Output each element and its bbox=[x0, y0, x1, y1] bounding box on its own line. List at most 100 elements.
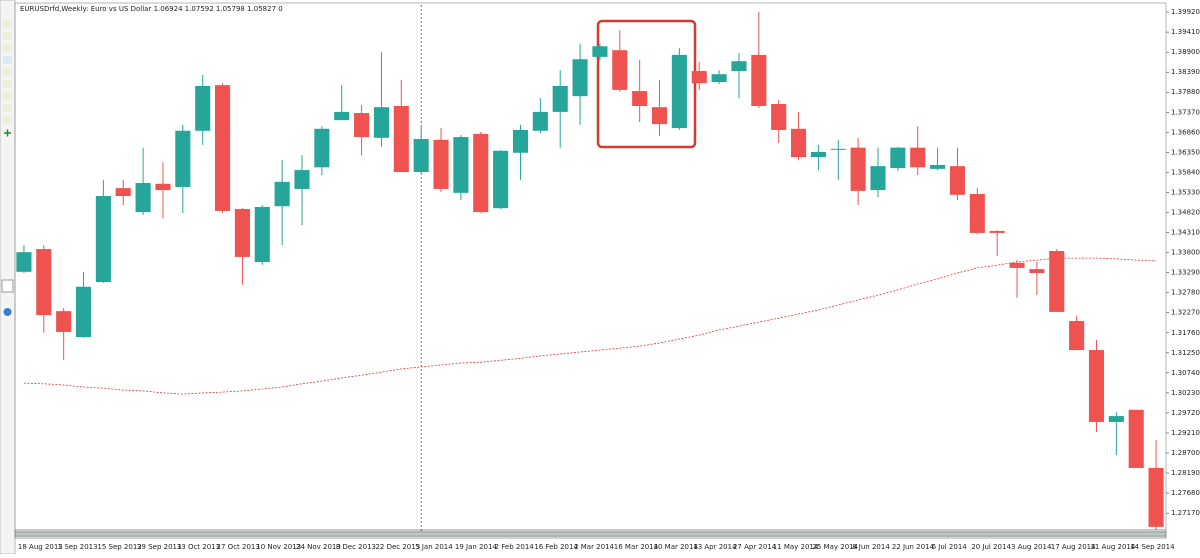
tool-icon[interactable] bbox=[3, 116, 12, 124]
x-tick-label: 14 Sep 2014 bbox=[1130, 543, 1175, 551]
candle-body bbox=[36, 249, 52, 316]
candle-body bbox=[552, 85, 568, 112]
candle-body bbox=[294, 170, 310, 189]
candle-body bbox=[1029, 269, 1045, 274]
x-tick-label: 24 Nov 2013 bbox=[296, 543, 341, 551]
candle-body bbox=[1009, 262, 1025, 268]
y-tick-label: 1.35840 bbox=[1171, 168, 1200, 176]
candle-body bbox=[195, 85, 211, 131]
y-tick-label: 1.30740 bbox=[1171, 369, 1200, 377]
candle-body bbox=[413, 139, 429, 173]
candle-body bbox=[651, 107, 668, 125]
indicator-strip bbox=[14, 529, 1167, 539]
y-tick-label: 1.36350 bbox=[1171, 148, 1200, 156]
y-tick-label: 1.37880 bbox=[1171, 88, 1200, 96]
y-tick-label: 1.32270 bbox=[1171, 309, 1200, 317]
y-tick-label: 1.34310 bbox=[1171, 229, 1200, 237]
highlight-box bbox=[596, 19, 697, 149]
y-tick-label: 1.27170 bbox=[1171, 509, 1200, 517]
candle-body bbox=[532, 111, 548, 131]
candle-body bbox=[373, 107, 389, 138]
candle-body bbox=[1088, 350, 1105, 422]
y-tick-label: 1.33800 bbox=[1171, 249, 1200, 257]
x-tick-label: 29 Sep 2013 bbox=[137, 543, 181, 551]
y-tick-label: 1.29720 bbox=[1171, 409, 1200, 417]
x-tick-label: 8 Jun 2014 bbox=[852, 543, 890, 551]
x-tick-label: 19 Jan 2014 bbox=[455, 543, 498, 551]
candle-body bbox=[949, 166, 965, 195]
candle-body bbox=[175, 130, 191, 187]
candle-body bbox=[16, 252, 32, 272]
x-tick-label: 15 Sep 2013 bbox=[97, 543, 141, 551]
candle-body bbox=[791, 128, 807, 158]
candle-body bbox=[254, 206, 270, 263]
tool-icon[interactable] bbox=[3, 92, 12, 100]
candle-body bbox=[632, 91, 648, 106]
candle-body bbox=[731, 61, 747, 72]
add-icon[interactable] bbox=[4, 129, 11, 137]
candle-body bbox=[930, 164, 946, 169]
candle-body bbox=[771, 104, 787, 130]
x-tick-label: 16 Mar 2014 bbox=[614, 543, 659, 551]
x-tick-label: 10 Nov 2013 bbox=[256, 543, 301, 551]
x-tick-label: 3 Aug 2014 bbox=[1011, 543, 1052, 551]
candle-body bbox=[691, 71, 707, 84]
x-tick-label: 27 Oct 2013 bbox=[217, 543, 260, 551]
candle-body bbox=[334, 111, 350, 121]
candle-body bbox=[453, 137, 469, 193]
candle-body bbox=[95, 195, 111, 283]
y-tick-label: 1.39920 bbox=[1171, 8, 1200, 16]
x-tick-label: 5 Jan 2014 bbox=[415, 543, 453, 551]
y-tick-label: 1.38900 bbox=[1171, 48, 1200, 56]
candle-body bbox=[115, 188, 131, 196]
x-tick-label: 11 May 2014 bbox=[773, 543, 819, 551]
tool-icon[interactable] bbox=[3, 44, 12, 52]
x-tick-label: 27 Apr 2014 bbox=[733, 543, 777, 551]
candle-body bbox=[612, 50, 628, 90]
chart-title: EURUSDrfd,Weekly: Euro vs US Dollar 1.06… bbox=[20, 5, 283, 13]
candle-body bbox=[711, 74, 727, 83]
x-tick-label: 1 Sep 2013 bbox=[58, 543, 98, 551]
tool-icon[interactable] bbox=[1, 279, 14, 293]
x-tick-label: 31 Aug 2014 bbox=[1090, 543, 1135, 551]
candle-body bbox=[910, 147, 926, 168]
x-tick-label: 25 May 2014 bbox=[812, 543, 858, 551]
candle-body bbox=[512, 129, 529, 153]
candle-body bbox=[56, 311, 72, 332]
tool-icon[interactable] bbox=[3, 20, 12, 28]
x-tick-label: 2 Mar 2014 bbox=[574, 543, 614, 551]
tool-icon[interactable] bbox=[3, 308, 12, 316]
candle-body bbox=[751, 54, 767, 106]
tool-icon[interactable] bbox=[3, 56, 12, 64]
x-tick-label: 18 Aug 2013 bbox=[18, 543, 63, 551]
y-tick-label: 1.34820 bbox=[1171, 208, 1200, 216]
toolbar bbox=[0, 0, 16, 555]
y-tick-label: 1.38390 bbox=[1171, 68, 1200, 76]
tool-icon[interactable] bbox=[3, 68, 12, 76]
x-tick-label: 6 Jul 2014 bbox=[932, 543, 968, 551]
x-tick-label: 8 Dec 2013 bbox=[336, 543, 376, 551]
candle-body bbox=[850, 147, 866, 191]
candle-body bbox=[155, 183, 171, 191]
x-tick-label: 13 Oct 2013 bbox=[177, 543, 220, 551]
y-tick-label: 1.28190 bbox=[1171, 469, 1200, 477]
x-tick-label: 22 Jun 2014 bbox=[892, 543, 935, 551]
y-tick-label: 1.39410 bbox=[1171, 28, 1200, 36]
y-tick-label: 1.33290 bbox=[1171, 269, 1200, 277]
x-tick-label: 16 Feb 2014 bbox=[534, 543, 578, 551]
candle-body bbox=[75, 286, 92, 338]
y-tick-label: 1.37370 bbox=[1171, 108, 1200, 116]
candle-body bbox=[274, 181, 290, 207]
x-tick-label: 13 Apr 2014 bbox=[693, 543, 737, 551]
y-tick-label: 1.27680 bbox=[1171, 489, 1200, 497]
x-tick-label: 2 Feb 2014 bbox=[495, 543, 535, 551]
candle-body bbox=[393, 105, 409, 173]
tool-icon[interactable] bbox=[3, 104, 12, 112]
candle-body bbox=[354, 113, 370, 138]
tool-icon[interactable] bbox=[3, 32, 12, 40]
tool-icon[interactable] bbox=[3, 80, 12, 88]
candle-body bbox=[1069, 320, 1085, 351]
candle-body bbox=[433, 139, 449, 189]
candle-body bbox=[493, 150, 509, 209]
